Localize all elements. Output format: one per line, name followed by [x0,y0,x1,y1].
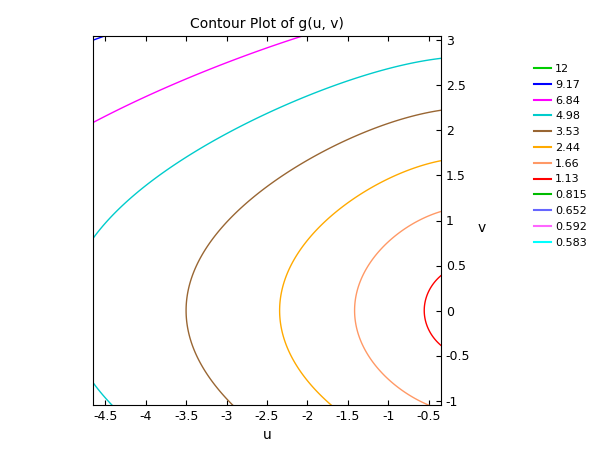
Y-axis label: v: v [478,220,485,234]
Legend: 12, 9.17, 6.84, 4.98, 3.53, 2.44, 1.66, 1.13, 0.815, 0.652, 0.592, 0.583: 12, 9.17, 6.84, 4.98, 3.53, 2.44, 1.66, … [530,59,592,252]
Title: Contour Plot of g(u, v): Contour Plot of g(u, v) [190,17,344,31]
X-axis label: u: u [263,428,271,442]
